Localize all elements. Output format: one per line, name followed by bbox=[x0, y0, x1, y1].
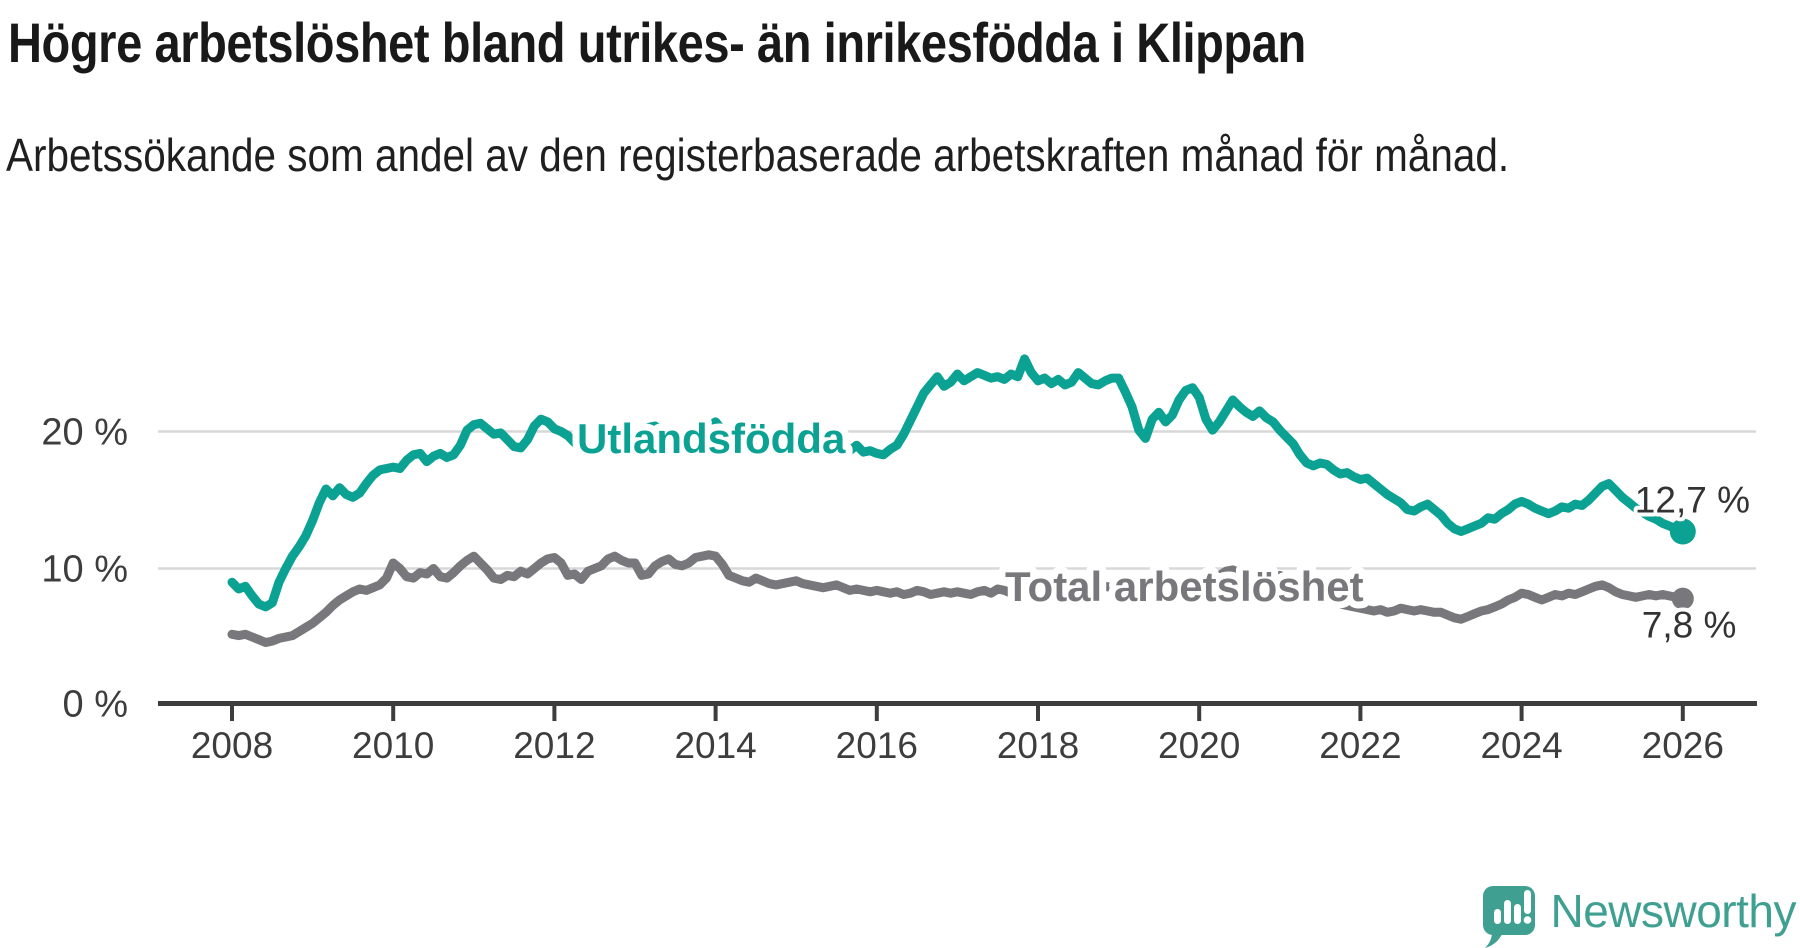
series-line-total bbox=[227, 550, 1688, 647]
y-tick-label-10: 10 % bbox=[41, 549, 128, 591]
end-dot-total bbox=[1671, 587, 1694, 610]
y-tick-label-20: 20 % bbox=[41, 412, 128, 454]
x-tick-label-2018: 2018 bbox=[997, 725, 1079, 766]
end-value-label-total: 7,8 % bbox=[1642, 605, 1737, 646]
x-tick-label-2022: 2022 bbox=[1319, 725, 1401, 766]
y-tick-label-0: 0 % bbox=[63, 684, 128, 726]
page-title: Högre arbetslöshet bland utrikes- än inr… bbox=[8, 11, 1306, 74]
x-tick-label-2008: 2008 bbox=[191, 725, 273, 766]
x-tick-label-2026: 2026 bbox=[1642, 725, 1724, 766]
end-dot-utlandsfodda bbox=[1669, 518, 1696, 545]
series-line-utlandsfodda bbox=[227, 354, 1688, 612]
series-label-utlandsfodda: Utlandsfödda bbox=[577, 415, 846, 462]
x-tick-label-2016: 2016 bbox=[836, 725, 918, 766]
newsworthy-logo-icon bbox=[1483, 886, 1536, 948]
series-label-total: Total arbetslöshet bbox=[1005, 563, 1364, 610]
newsworthy-brand: Newsworthy bbox=[1483, 886, 1796, 948]
x-tick-label-2010: 2010 bbox=[352, 725, 434, 766]
x-tick-label-2020: 2020 bbox=[1158, 725, 1240, 766]
page-subtitle: Arbetssökande som andel av den registerb… bbox=[6, 129, 1510, 181]
end-value-label-utlandsfodda: 12,7 % bbox=[1635, 480, 1750, 521]
brand-name: Newsworthy bbox=[1550, 885, 1796, 937]
x-tick-label-2014: 2014 bbox=[674, 725, 756, 766]
x-tick-label-2024: 2024 bbox=[1480, 725, 1562, 766]
x-tick-label-2012: 2012 bbox=[513, 725, 595, 766]
